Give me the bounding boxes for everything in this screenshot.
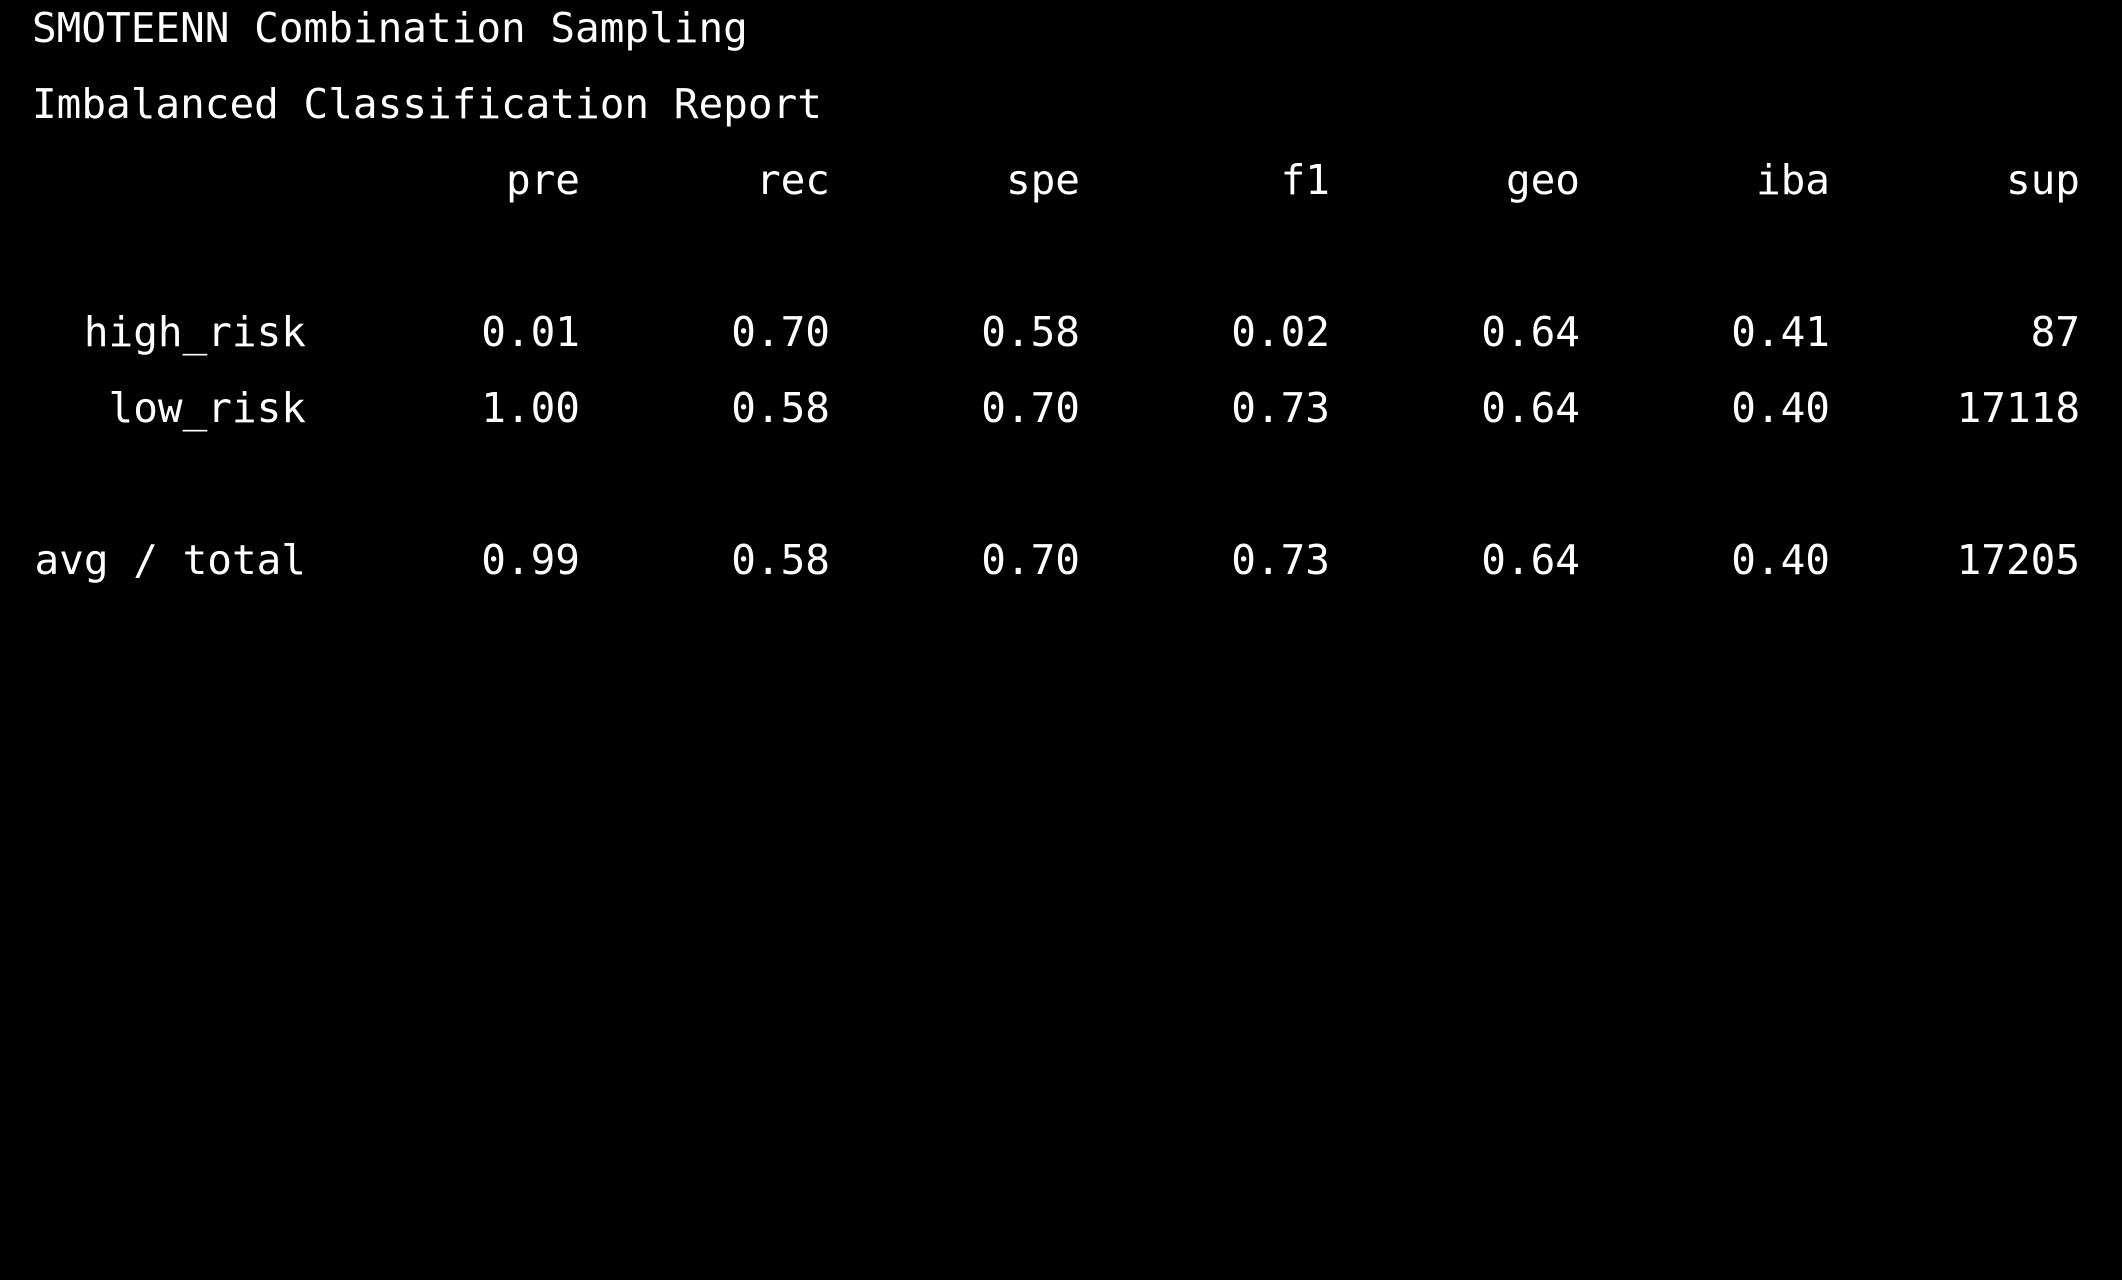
column-header-iba: iba	[1755, 156, 1830, 204]
column-header-rec: rec	[755, 156, 830, 204]
cell-rec: 0.58	[731, 384, 830, 432]
cell-iba: 0.40	[1731, 384, 1830, 432]
table-header-row: pre rec spe f1 geo iba sup	[0, 142, 2122, 218]
row-label: avg / total	[34, 536, 306, 584]
cell-spe: 0.70	[981, 536, 1080, 584]
cell-geo: 0.64	[1481, 308, 1580, 356]
row-label: low_risk	[108, 384, 306, 432]
cell-f1: 0.73	[1231, 384, 1330, 432]
cell-pre: 1.00	[481, 384, 580, 432]
cell-f1: 0.02	[1231, 308, 1330, 356]
column-header-geo: geo	[1505, 156, 1580, 204]
cell-sup: 17118	[1956, 384, 2080, 432]
terminal-output: SMOTEENN Combination Sampling Imbalanced…	[0, 4, 2122, 598]
table-row-total: avg / total 0.99 0.58 0.70 0.73 0.64 0.4…	[0, 522, 2122, 598]
column-header-pre: pre	[505, 156, 580, 204]
cell-sup: 87	[2030, 308, 2080, 356]
cell-rec: 0.70	[731, 308, 830, 356]
column-header-sup: sup	[2005, 156, 2080, 204]
cell-iba: 0.40	[1731, 536, 1830, 584]
report-subtitle: Imbalanced Classification Report	[32, 80, 822, 128]
cell-spe: 0.58	[981, 308, 1080, 356]
cell-spe: 0.70	[981, 384, 1080, 432]
cell-geo: 0.64	[1481, 536, 1580, 584]
column-header-spe: spe	[1005, 156, 1080, 204]
cell-sup: 17205	[1956, 536, 2080, 584]
table-row-high-risk: high_risk 0.01 0.70 0.58 0.02 0.64 0.41 …	[0, 294, 2122, 370]
cell-rec: 0.58	[731, 536, 830, 584]
cell-iba: 0.41	[1731, 308, 1830, 356]
cell-geo: 0.64	[1481, 384, 1580, 432]
row-label: high_risk	[83, 308, 306, 356]
table-row-low-risk: low_risk 1.00 0.58 0.70 0.73 0.64 0.40 1…	[0, 370, 2122, 446]
column-header-f1: f1	[1280, 156, 1330, 204]
cell-f1: 0.73	[1231, 536, 1330, 584]
cell-pre: 0.01	[481, 308, 580, 356]
cell-pre: 0.99	[481, 536, 580, 584]
report-title: SMOTEENN Combination Sampling	[32, 4, 748, 52]
